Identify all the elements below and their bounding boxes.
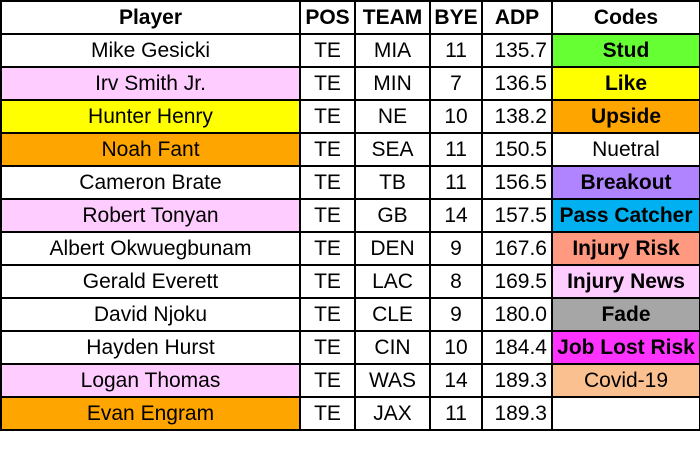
header-codes: Codes (551, 0, 700, 35)
bye-cell: 11 (429, 33, 483, 68)
te-rankings-table: Player POS TEAM BYE ADP Codes Mike Gesic… (0, 0, 700, 431)
header-bye: BYE (429, 0, 483, 35)
player-cell: Mike Gesicki (0, 33, 301, 68)
bye-cell: 8 (429, 264, 483, 299)
code-cell: Covid-19 (551, 363, 700, 398)
bye-cell: 9 (429, 231, 483, 266)
team-cell: TB (354, 165, 431, 200)
adp-cell: 138.2 (481, 99, 553, 134)
pos-cell: TE (299, 396, 356, 431)
pos-cell: TE (299, 66, 356, 101)
table-row: Albert Okwuegbunam TE DEN 9 167.6 Injury Risk (0, 231, 700, 266)
pos-cell: TE (299, 363, 356, 398)
player-cell: Hunter Henry (0, 99, 301, 134)
team-cell: CLE (354, 297, 431, 332)
table-row: Cameron Brate TE TB 11 156.5 Breakout (0, 165, 700, 200)
header-pos: POS (299, 0, 356, 35)
bye-cell: 11 (429, 396, 483, 431)
header-player: Player (0, 0, 301, 35)
pos-cell: TE (299, 99, 356, 134)
code-cell: Pass Catcher (551, 198, 700, 233)
adp-cell: 136.5 (481, 66, 553, 101)
bye-cell: 7 (429, 66, 483, 101)
table-row: Hayden Hurst TE CIN 10 184.4 Job Lost Risk (0, 330, 700, 365)
team-cell: SEA (354, 132, 431, 167)
pos-cell: TE (299, 198, 356, 233)
pos-cell: TE (299, 132, 356, 167)
player-cell: Noah Fant (0, 132, 301, 167)
code-cell: Job Lost Risk (551, 330, 700, 365)
player-cell: Hayden Hurst (0, 330, 301, 365)
adp-cell: 189.3 (481, 396, 553, 431)
code-cell: Injury Risk (551, 231, 700, 266)
player-cell: David Njoku (0, 297, 301, 332)
pos-cell: TE (299, 231, 356, 266)
player-cell: Evan Engram (0, 396, 301, 431)
adp-cell: 184.4 (481, 330, 553, 365)
code-cell: Breakout (551, 165, 700, 200)
bye-cell: 11 (429, 165, 483, 200)
table-row: Logan Thomas TE WAS 14 189.3 Covid-19 (0, 363, 700, 398)
pos-cell: TE (299, 264, 356, 299)
team-cell: CIN (354, 330, 431, 365)
team-cell: DEN (354, 231, 431, 266)
code-cell: Upside (551, 99, 700, 134)
adp-cell: 150.5 (481, 132, 553, 167)
bye-cell: 9 (429, 297, 483, 332)
code-cell: Injury News (551, 264, 700, 299)
player-cell: Cameron Brate (0, 165, 301, 200)
code-cell: Stud (551, 33, 700, 68)
team-cell: NE (354, 99, 431, 134)
table-row: David Njoku TE CLE 9 180.0 Fade (0, 297, 700, 332)
code-cell (551, 396, 700, 431)
table-row: Mike Gesicki TE MIA 11 135.7 Stud (0, 33, 700, 68)
player-cell: Albert Okwuegbunam (0, 231, 301, 266)
adp-cell: 135.7 (481, 33, 553, 68)
code-cell: Fade (551, 297, 700, 332)
player-cell: Logan Thomas (0, 363, 301, 398)
table-row: Evan Engram TE JAX 11 189.3 (0, 396, 700, 431)
bye-cell: 10 (429, 330, 483, 365)
team-cell: WAS (354, 363, 431, 398)
team-cell: MIN (354, 66, 431, 101)
team-cell: GB (354, 198, 431, 233)
adp-cell: 156.5 (481, 165, 553, 200)
player-cell: Irv Smith Jr. (0, 66, 301, 101)
adp-cell: 169.5 (481, 264, 553, 299)
code-cell: Like (551, 66, 700, 101)
table-row: Hunter Henry TE NE 10 138.2 Upside (0, 99, 700, 134)
bye-cell: 14 (429, 363, 483, 398)
pos-cell: TE (299, 33, 356, 68)
adp-cell: 167.6 (481, 231, 553, 266)
adp-cell: 180.0 (481, 297, 553, 332)
adp-cell: 157.5 (481, 198, 553, 233)
table-row: Gerald Everett TE LAC 8 169.5 Injury News (0, 264, 700, 299)
pos-cell: TE (299, 330, 356, 365)
table-row: Irv Smith Jr. TE MIN 7 136.5 Like (0, 66, 700, 101)
team-cell: MIA (354, 33, 431, 68)
pos-cell: TE (299, 297, 356, 332)
team-cell: JAX (354, 396, 431, 431)
header-team: TEAM (354, 0, 431, 35)
adp-cell: 189.3 (481, 363, 553, 398)
team-cell: LAC (354, 264, 431, 299)
header-adp: ADP (481, 0, 553, 35)
bye-cell: 14 (429, 198, 483, 233)
bye-cell: 10 (429, 99, 483, 134)
header-row: Player POS TEAM BYE ADP Codes (0, 0, 700, 35)
pos-cell: TE (299, 165, 356, 200)
player-cell: Gerald Everett (0, 264, 301, 299)
table-row: Robert Tonyan TE GB 14 157.5 Pass Catcher (0, 198, 700, 233)
table-row: Noah Fant TE SEA 11 150.5 Nuetral (0, 132, 700, 167)
player-cell: Robert Tonyan (0, 198, 301, 233)
bye-cell: 11 (429, 132, 483, 167)
code-cell: Nuetral (551, 132, 700, 167)
